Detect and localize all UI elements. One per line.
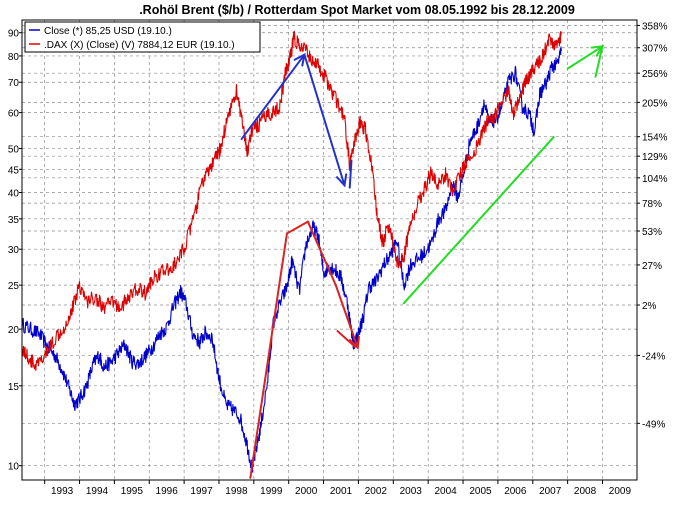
- annotation-line: [402, 136, 555, 305]
- y-left-tick-label: 70: [8, 78, 20, 89]
- y-left-tick-label: 60: [8, 109, 20, 120]
- x-tick-label: 1995: [121, 486, 144, 497]
- y-right-tick-label: 307%: [642, 44, 668, 55]
- right-axis: 358% 307% 256% 205% 154% 129% 104% 78% 53% 27% 2% -…: [637, 21, 668, 430]
- x-tick-label: 1998: [225, 486, 248, 497]
- y-right-tick-label: -24%: [642, 351, 665, 362]
- series-line-0: [21, 46, 562, 473]
- y-left-tick-label: 45: [8, 165, 20, 176]
- y-right-tick-label: 256%: [642, 69, 668, 80]
- y-right-tick-label: 104%: [642, 174, 668, 185]
- y-right-tick-label: -49%: [642, 419, 665, 430]
- x-tick-label: 2008: [574, 486, 597, 497]
- annotation-line: [348, 159, 353, 189]
- y-right-tick-label: 78%: [642, 199, 662, 210]
- y-right-tick-label: 205%: [642, 98, 668, 109]
- annotation-arrow: [566, 45, 604, 70]
- x-tick-label: 2007: [539, 486, 562, 497]
- y-right-tick-label: 2%: [642, 301, 657, 312]
- annotation-arrow: [334, 284, 359, 349]
- y-left-tick-label: 90: [8, 29, 20, 40]
- plot-frame: [21, 19, 638, 481]
- x-tick-label: 2003: [400, 486, 423, 497]
- annotation-line: [336, 330, 356, 348]
- y-left-tick-label: 30: [8, 245, 20, 256]
- y-left-tick-label: 35: [8, 215, 20, 226]
- series-line-1: [21, 30, 562, 371]
- x-tick-label: 2006: [504, 486, 527, 497]
- annotation-line: [306, 220, 337, 287]
- y-right-tick-label: 53%: [642, 227, 662, 238]
- x-tick-label: 1999: [260, 486, 283, 497]
- y-right-tick-label: 154%: [642, 133, 668, 144]
- y-left-tick-label: 15: [8, 382, 20, 393]
- legend: Close (*) 85,25 USD (19.10.) .DAX (X) (C…: [24, 21, 261, 53]
- y-left-tick-label: 80: [8, 52, 20, 63]
- x-tick-label: 2005: [469, 486, 492, 497]
- x-tick-label: 2000: [295, 486, 318, 497]
- y-left-tick-label: 40: [8, 189, 20, 200]
- annotation-line: [285, 220, 309, 235]
- y-right-tick-label: 27%: [642, 261, 662, 272]
- series-layer: [21, 30, 562, 473]
- x-tick-label: 2002: [365, 486, 388, 497]
- annotation-arrow: [240, 53, 306, 140]
- y-left-tick-label: 10: [8, 462, 20, 473]
- x-tick-label: 2001: [330, 486, 353, 497]
- annotation-layer: [240, 45, 605, 479]
- legend-box: [24, 21, 261, 53]
- x-tick-label: 2004: [434, 486, 457, 497]
- y-right-tick-label: 358%: [642, 21, 668, 32]
- x-tick-label: 2009: [609, 486, 632, 497]
- annotation-arrow: [303, 53, 346, 187]
- x-tick-label: 1993: [51, 486, 74, 497]
- annotation-arrowhead: [348, 335, 360, 350]
- annotation-arrowhead: [336, 173, 348, 188]
- annotation-line: [594, 45, 604, 78]
- legend-label-close: Close (*) 85,25 USD (19.10.): [44, 26, 172, 37]
- x-tick-label: 1994: [86, 486, 109, 497]
- y-right-tick-label: 129%: [642, 152, 668, 163]
- x-axis: 1993 1994 1995 1996 1997 1998 1999 2000 2001 2002…: [44, 480, 632, 497]
- y-left-tick-label: 20: [8, 325, 20, 336]
- annotation-line: [249, 232, 288, 479]
- plot-area: [22, 20, 637, 480]
- y-left-tick-label: 25: [8, 281, 20, 292]
- x-tick-label: 1996: [156, 486, 179, 497]
- chart-title: .Rohöl Brent ($/b) / Rotterdam Spot Mark…: [139, 3, 575, 17]
- left-axis: 10 15 20 25 30 35 40 45 50 60 70 80 90: [8, 29, 22, 473]
- legend-label-dax: .DAX (X) (Close) (V) 7884,12 EUR (19.10.…: [44, 40, 235, 51]
- x-tick-label: 1997: [190, 486, 213, 497]
- y-left-tick-label: 50: [8, 145, 20, 156]
